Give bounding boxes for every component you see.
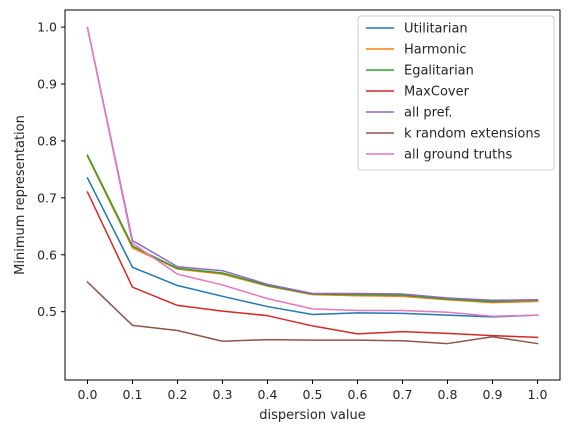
y-tick-label: 1.0 [37,20,57,35]
y-axis-label: Minimum representation [13,115,28,275]
y-tick-label: 0.9 [37,77,57,92]
legend-box [357,15,555,171]
legend: Utilitarian Harmonic Egalitarian MaxCover al… [357,15,555,171]
x-axis: 0.0 0.1 0.2 0.3 0.4 0.5 0.6 0.7 0.8 0.9 1.0 [78,380,548,402]
x-tick-label: 0.2 [168,387,188,402]
x-tick-label: 0.0 [78,387,98,402]
legend-entry: all ground truths [404,148,512,163]
series-line-k-random-extensions [86,281,539,345]
series-line-all-ground-truths [86,26,539,317]
x-tick-label: 0.8 [438,387,458,402]
x-tick-label: 1.0 [528,387,548,402]
x-tick-label: 0.3 [213,387,233,402]
y-tick-label: 0.8 [37,133,57,148]
legend-entry: Harmonic [404,43,466,58]
x-tick-label: 0.4 [258,387,278,402]
series-line-maxcover [86,191,539,339]
series-line-utilitarian [86,176,539,318]
legend-entry: all pref. [404,106,452,121]
x-tick-label: 0.1 [123,387,143,402]
y-axis: 0.5 0.6 0.7 0.8 0.9 1.0 [37,20,65,319]
plot-lines [86,26,539,345]
x-tick-label: 0.6 [348,387,368,402]
legend-entry: Egalitarian [404,64,474,79]
series-line-all-pref [86,26,539,302]
y-tick-label: 0.5 [37,304,57,319]
legend-entry: Utilitarian [404,22,468,37]
x-axis-label: dispersion value [259,408,365,423]
x-tick-label: 0.7 [393,387,413,402]
series-line-egalitarian [86,154,539,303]
legend-entry: k random extensions [404,127,541,142]
x-tick-label: 0.5 [303,387,323,402]
y-tick-label: 0.7 [37,190,57,205]
y-tick-label: 0.6 [37,247,57,262]
legend-entry: MaxCover [404,85,470,100]
x-tick-label: 0.9 [483,387,503,402]
series-line-harmonic [86,155,539,304]
